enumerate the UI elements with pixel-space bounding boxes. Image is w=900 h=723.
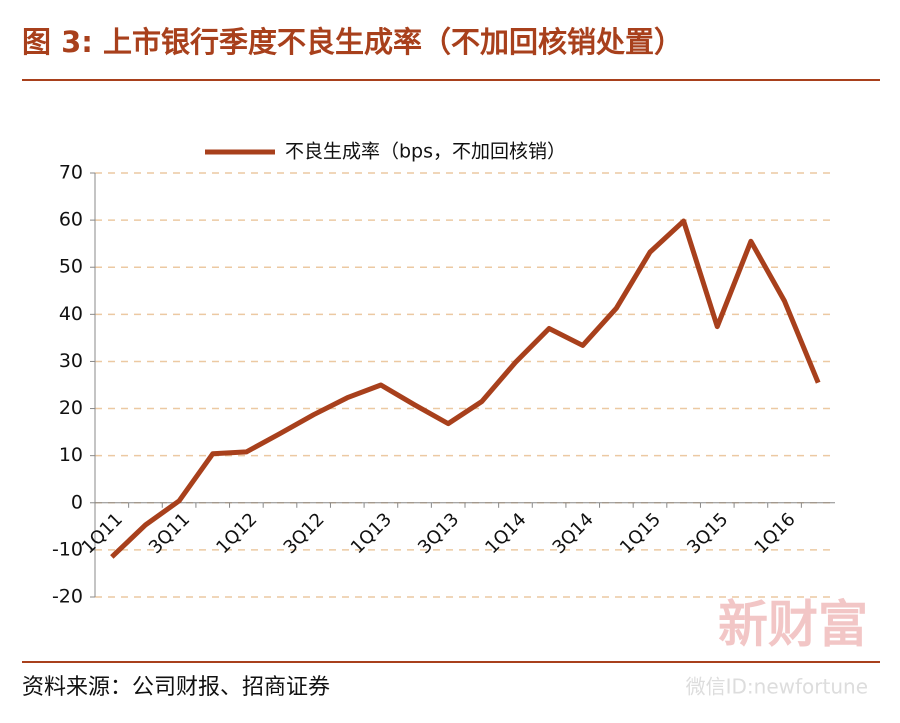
y-tick-label: 50 (59, 256, 83, 278)
x-tick-label: 3Q11 (145, 509, 194, 558)
x-tick-label: 1Q12 (212, 509, 261, 558)
y-tick-label: -10 (52, 538, 83, 560)
watermark-sub: 微信ID:newfortune (686, 675, 868, 699)
watermark: 新财富 (718, 596, 868, 654)
x-tick-label: 3Q14 (549, 509, 598, 558)
x-tick-label: 3Q12 (280, 509, 329, 558)
x-tick-label: 1Q14 (481, 509, 530, 558)
y-tick-label: 0 (71, 491, 83, 513)
y-tick-label: 40 (59, 303, 83, 325)
y-tick-label: 60 (59, 209, 83, 231)
y-tick-label: 70 (59, 162, 83, 184)
y-tick-label: -20 (52, 586, 83, 608)
x-tick-label: 1Q13 (347, 509, 396, 558)
y-tick-label: 20 (59, 397, 83, 419)
x-tick-label: 3Q13 (414, 509, 463, 558)
source: 资料来源：公司财报、招商证券 (22, 675, 330, 700)
x-tick-label: 3Q15 (683, 509, 732, 558)
x-tick-label: 1Q16 (750, 509, 799, 558)
y-tick-label: 30 (59, 350, 83, 372)
chart-title: 图 3: 上市银行季度不良生成率（不加回核销处置） (22, 25, 683, 59)
x-tick-label: 1Q15 (616, 509, 665, 558)
y-tick-label: 10 (59, 444, 83, 466)
line (110, 218, 821, 559)
legend-label: 不良生成率（bps，不加回核销） (285, 141, 566, 163)
